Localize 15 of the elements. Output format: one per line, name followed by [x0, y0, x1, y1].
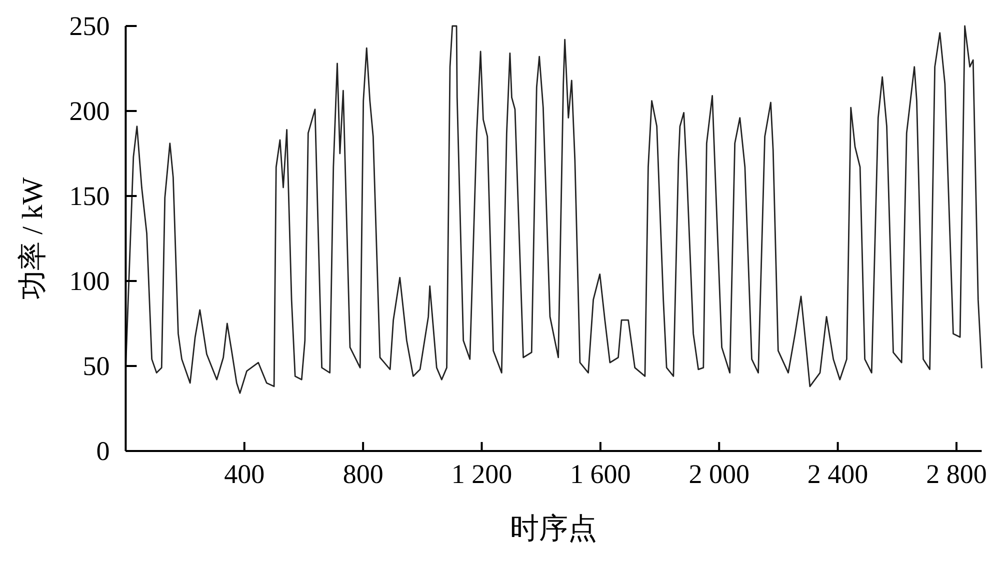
y-tick-label: 50: [82, 351, 110, 381]
x-tick-label: 800: [342, 459, 384, 489]
y-tick-label: 100: [69, 266, 110, 296]
y-axis-title: 功率 / kW: [17, 176, 49, 300]
y-tick-label: 200: [69, 96, 110, 126]
y-tick-label: 250: [69, 11, 110, 41]
y-tick-label: 0: [96, 436, 110, 466]
x-axis-title: 时序点: [510, 513, 598, 545]
y-tick-label: 150: [69, 181, 110, 211]
x-tick-label: 2 400: [807, 459, 868, 489]
x-tick-label: 1 600: [570, 459, 631, 489]
x-tick-label: 2 800: [926, 459, 987, 489]
x-tick-label: 1 200: [451, 459, 512, 489]
x-tick-label: 400: [224, 459, 265, 489]
x-tick-label: 2 000: [688, 459, 750, 489]
